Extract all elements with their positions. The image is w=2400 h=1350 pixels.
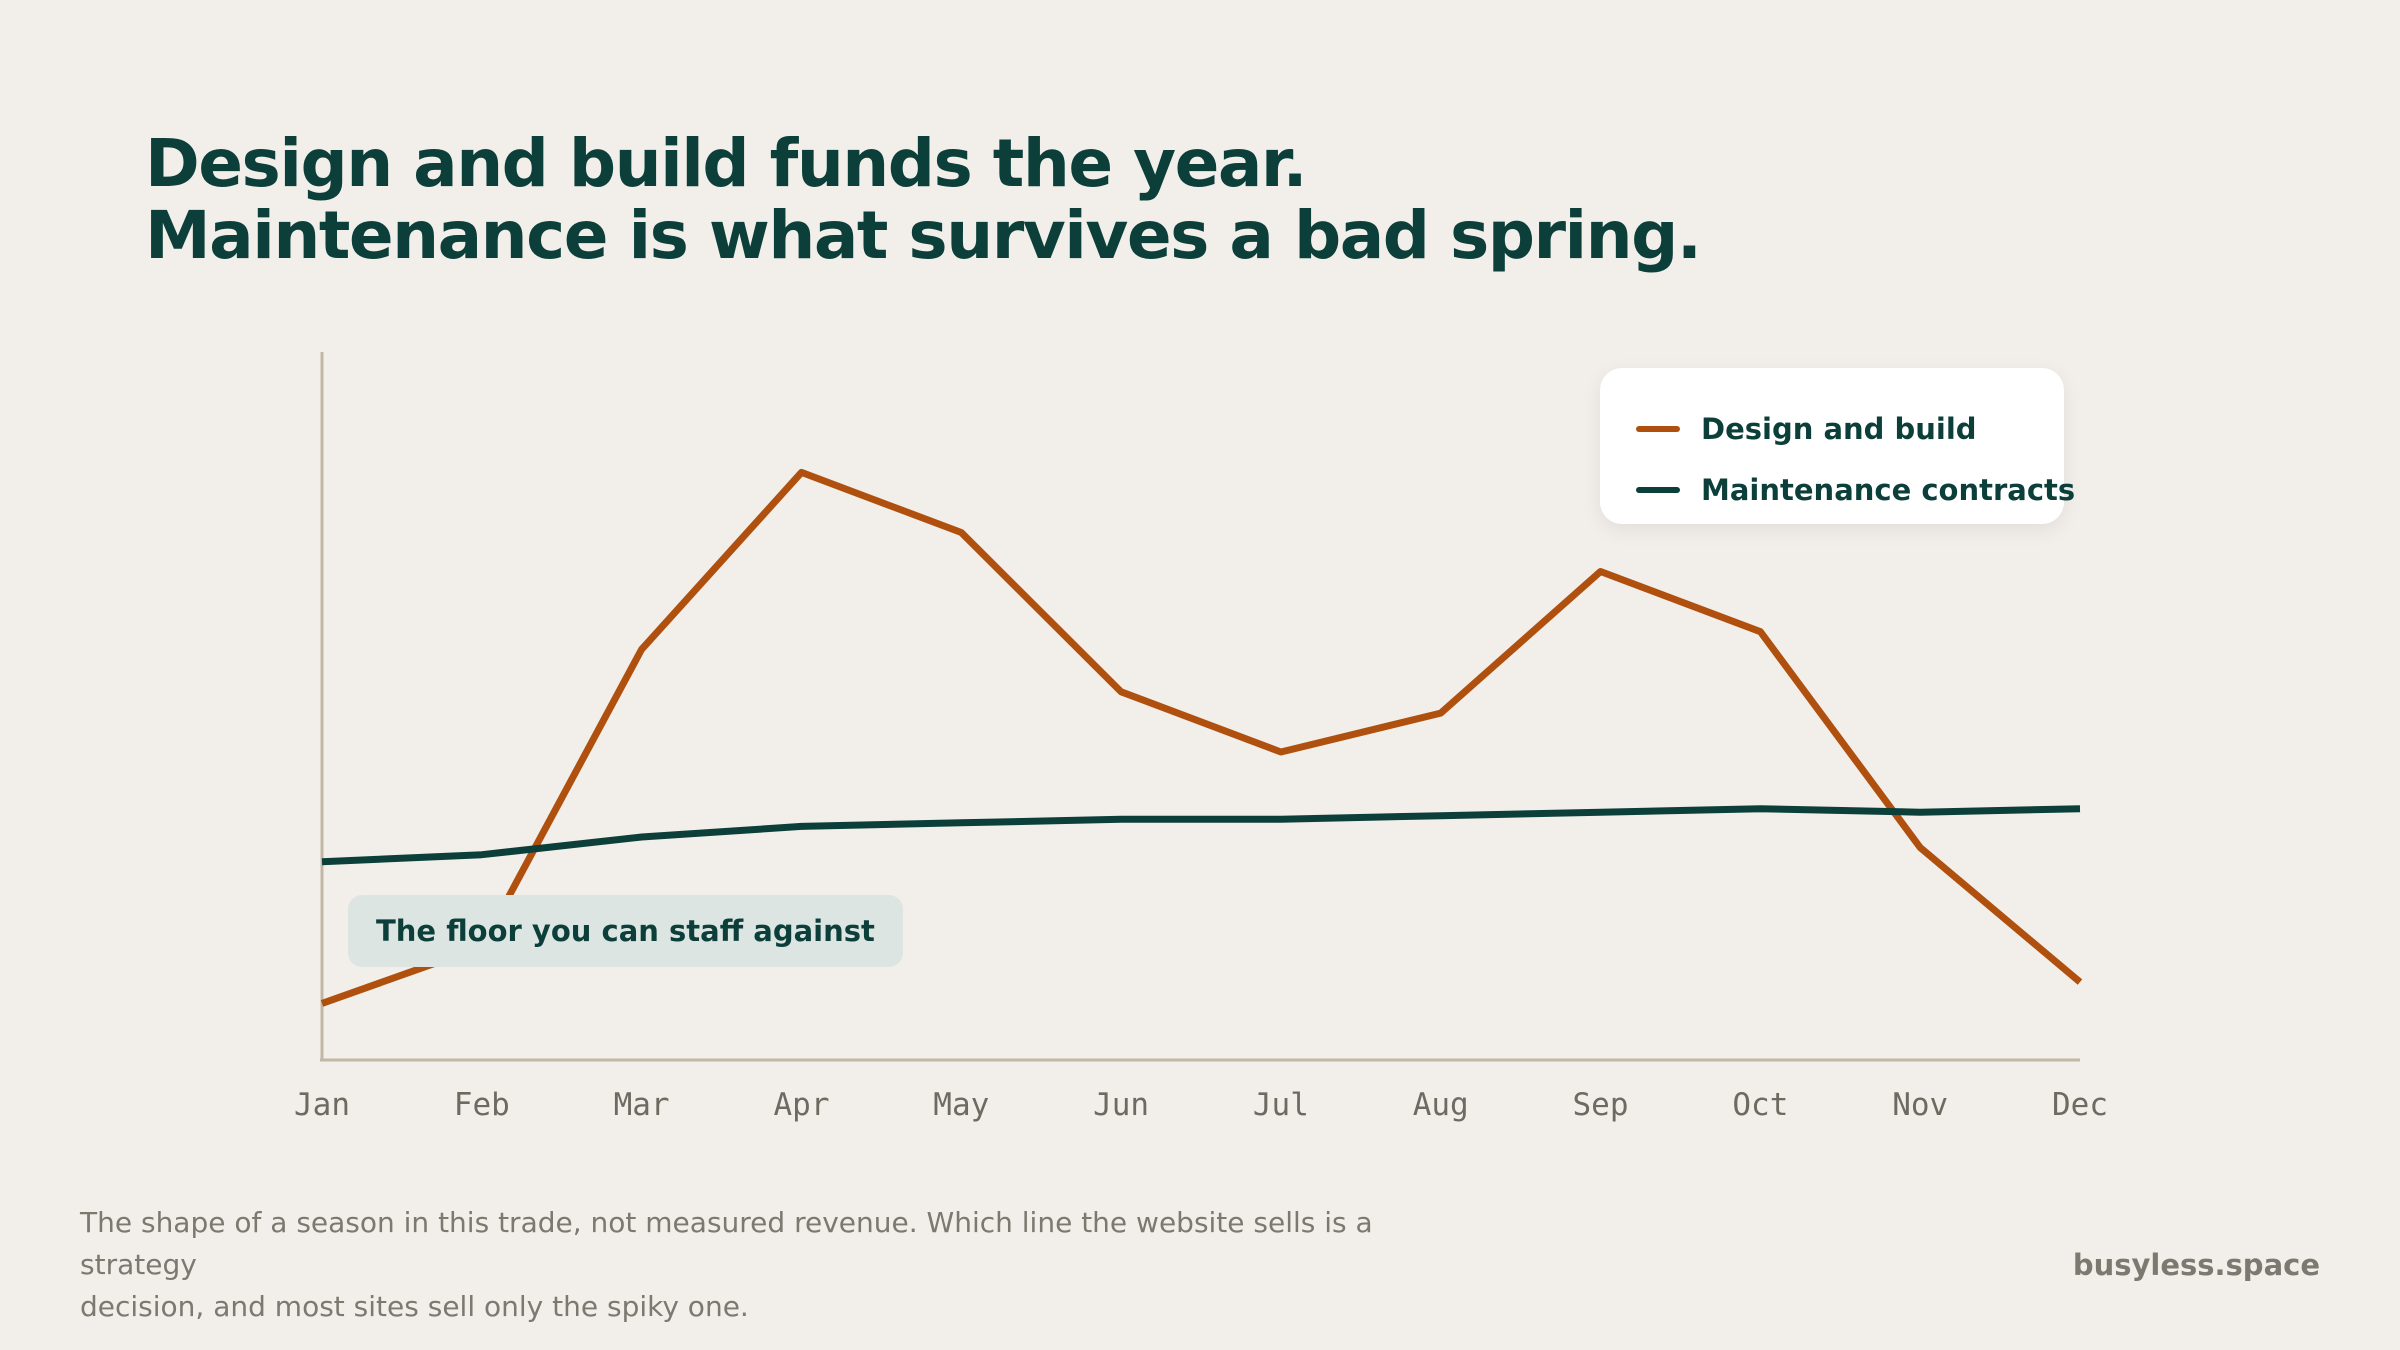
- x-tick-label-jun: Jun: [1093, 1087, 1149, 1123]
- legend-label-maintenance-contracts: Maintenance contracts: [1701, 472, 2076, 507]
- legend-swatch-design-and-build: [1636, 425, 1680, 432]
- footnote-line-1: The shape of a season in this trade, not…: [80, 1206, 1373, 1281]
- x-tick-labels: Jan Feb Mar Apr May Jun Jul Aug Sep Oct Nov Dec: [294, 1087, 2108, 1123]
- x-tick-label-oct: Oct: [1732, 1087, 1788, 1123]
- chart-headline: Design and build funds the year. Mainten…: [145, 125, 1702, 274]
- brand-signature: busyless.space: [2072, 1248, 2320, 1282]
- x-tick-label-apr: Apr: [774, 1087, 830, 1123]
- x-tick-label-sep: Sep: [1573, 1087, 1629, 1123]
- series-line-maintenance-contracts: [321, 805, 2081, 866]
- footnote-line-2: decision, and most sites sell only the s…: [80, 1290, 749, 1323]
- x-tick-label-jan: Jan: [294, 1087, 350, 1123]
- x-tick-label-nov: Nov: [1892, 1087, 1948, 1123]
- chart-legend: Design and build Maintenance contracts: [1600, 368, 2075, 524]
- legend-item-design-and-build: Design and build: [1636, 398, 2028, 459]
- x-tick-label-aug: Aug: [1413, 1087, 1469, 1123]
- headline-line-2: Maintenance is what survives a bad sprin…: [145, 197, 1702, 274]
- series-layer: [320, 468, 2083, 1007]
- x-tick-label-mar: Mar: [614, 1087, 670, 1123]
- x-tick-label-jul: Jul: [1253, 1087, 1309, 1123]
- x-tick-label-feb: Feb: [454, 1087, 510, 1123]
- legend-label-design-and-build: Design and build: [1701, 411, 1977, 446]
- legend-swatch-maintenance-contracts: [1636, 486, 1680, 493]
- footnote: The shape of a season in this trade, not…: [80, 1202, 1480, 1328]
- series-line-design-and-build: [320, 468, 2083, 1007]
- legend-item-maintenance-contracts: Maintenance contracts: [1636, 459, 2075, 520]
- floor-annotation: The floor you can staff against: [348, 895, 903, 967]
- x-tick-label-may: May: [933, 1087, 989, 1123]
- headline-line-1: Design and build funds the year.: [145, 125, 1308, 202]
- x-tick-label-dec: Dec: [2052, 1087, 2108, 1123]
